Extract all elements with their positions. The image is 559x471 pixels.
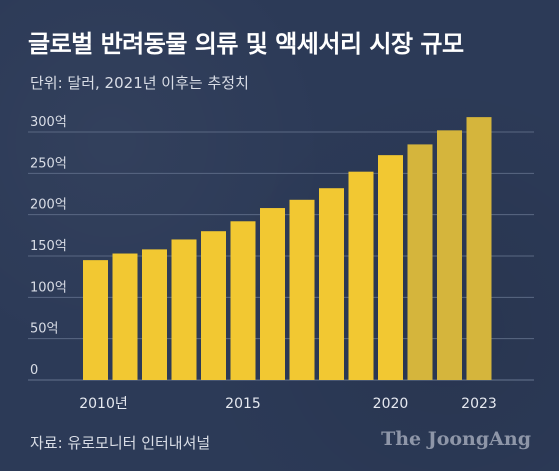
x-tick-label-2023: 2023 [461, 396, 497, 412]
y-tick-label-50: 50억 [30, 322, 59, 337]
bar-2010 [83, 260, 108, 380]
bar-2023 [466, 117, 492, 381]
bar-2015 [230, 221, 256, 380]
y-tick-label-0: 0 [30, 363, 38, 378]
bar-2012 [142, 249, 167, 380]
y-tick-label-300: 300억 [30, 115, 67, 130]
bar-2011 [112, 253, 138, 380]
bar-2019 [348, 171, 374, 380]
x-tick-label-2020: 2020 [373, 396, 409, 412]
y-tick-label-150: 150억 [30, 239, 67, 254]
y-tick-label-100: 100억 [30, 280, 67, 295]
y-tick-label-250: 250억 [30, 156, 67, 171]
bar-2013 [171, 239, 197, 380]
bar-2021 [407, 144, 433, 380]
y-tick-label-200: 200억 [30, 198, 67, 213]
x-tick-label-2010: 2010년 [79, 396, 128, 412]
source-note: 자료: 유로모니터 인터내셔널 [30, 434, 211, 452]
page-title: 글로벌 반려동물 의류 및 액세서리 시장 규모 [28, 30, 464, 58]
bar-2016 [260, 208, 285, 380]
bar-2022 [437, 130, 462, 380]
bar-2017 [289, 199, 315, 380]
x-tick-label-2015: 2015 [225, 396, 261, 412]
bar-2020 [378, 155, 403, 380]
bar-2018 [319, 188, 344, 380]
publisher-logo: The JoongAng [381, 428, 531, 450]
unit-note: 단위: 달러, 2021년 이후는 추정치 [30, 74, 249, 92]
bar-2014 [201, 231, 226, 380]
